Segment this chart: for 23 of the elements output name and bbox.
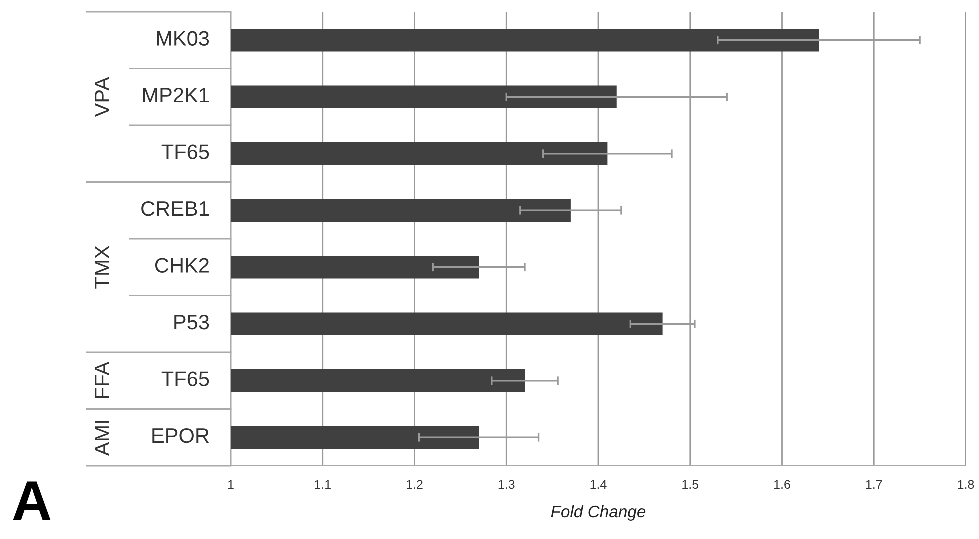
y-tick-label: CREB1 <box>142 201 209 216</box>
x-tick-label: 1.1 <box>315 480 331 489</box>
y-tick-label: EPOR <box>152 428 210 444</box>
y-tick-label: P53 <box>174 314 210 330</box>
text: A <box>13 482 51 520</box>
y-tick-label: CHK2 <box>155 258 209 273</box>
x-tick-label: 1.8 <box>958 480 974 490</box>
y-tick-label: TF65 <box>162 372 210 386</box>
text: VPA <box>95 77 110 118</box>
text: AMI <box>95 421 110 456</box>
x-tick-label: 1.2 <box>407 480 423 489</box>
y-tick-label: MP2K1 <box>143 88 209 103</box>
x-tick-label: 1.7 <box>866 480 882 489</box>
text: TMX <box>95 246 110 289</box>
text: FFA <box>95 362 110 398</box>
x-tick-label: 1.6 <box>774 480 790 490</box>
x-tick-label: 1.3 <box>498 480 515 490</box>
y-tick-label: TF65 <box>162 144 210 160</box>
x-axis-title: Fold Change <box>551 505 646 521</box>
x-tick-label: 1 <box>228 480 234 489</box>
x-tick-label: 1.4 <box>590 480 607 489</box>
y-tick-label: MK03 <box>157 31 210 46</box>
x-tick-label: 1.5 <box>682 480 699 490</box>
